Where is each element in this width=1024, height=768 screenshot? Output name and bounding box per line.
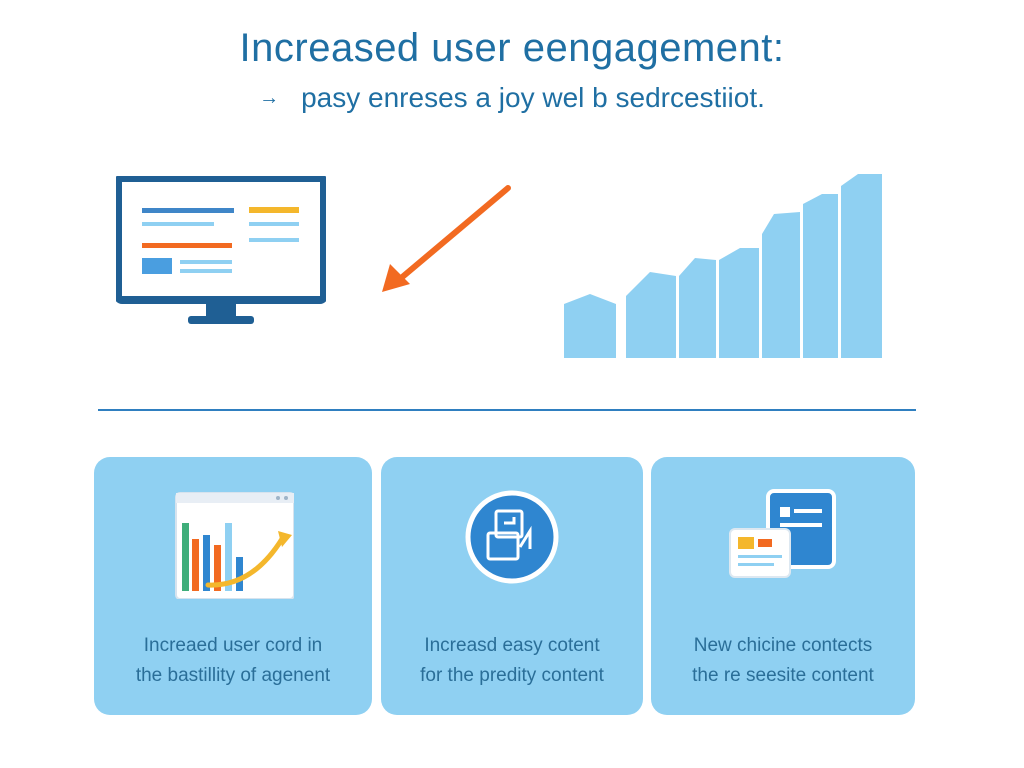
chart-window-icon	[175, 492, 294, 599]
diagonal-arrow-icon	[382, 185, 511, 292]
card-text-line: the bastillity of agenent	[135, 665, 331, 686]
card-text-line: Increasd easy cotent	[424, 635, 600, 656]
card-text-line: for the predity content	[420, 665, 604, 686]
feature-card-engagement: Increaed user cord in the bastillity of …	[94, 457, 372, 715]
bullet-arrow-icon: →	[259, 86, 280, 109]
desktop-monitor-icon	[116, 176, 326, 324]
content-circle-icon	[465, 490, 559, 584]
page-title: Increased user eengagement:	[239, 26, 785, 70]
subtitle-text: pasy enreses a joy wel b sedrcestiiot.	[301, 82, 765, 113]
card-text-line: the re seesite content	[692, 665, 874, 686]
feature-card-new-content: New chicine contects the re seesite cont…	[651, 457, 915, 715]
documents-icon	[729, 489, 836, 578]
rising-bar-chart-icon	[564, 174, 882, 358]
card-text-line: Increaed user cord in	[143, 635, 323, 656]
card-text-line: New chicine contects	[693, 635, 873, 656]
section-divider	[98, 409, 916, 411]
feature-card-content: Increasd easy cotent for the predity con…	[381, 457, 643, 715]
subtitle-row: → pasy enreses a joy wel b sedrcestiiot.	[0, 82, 1024, 114]
